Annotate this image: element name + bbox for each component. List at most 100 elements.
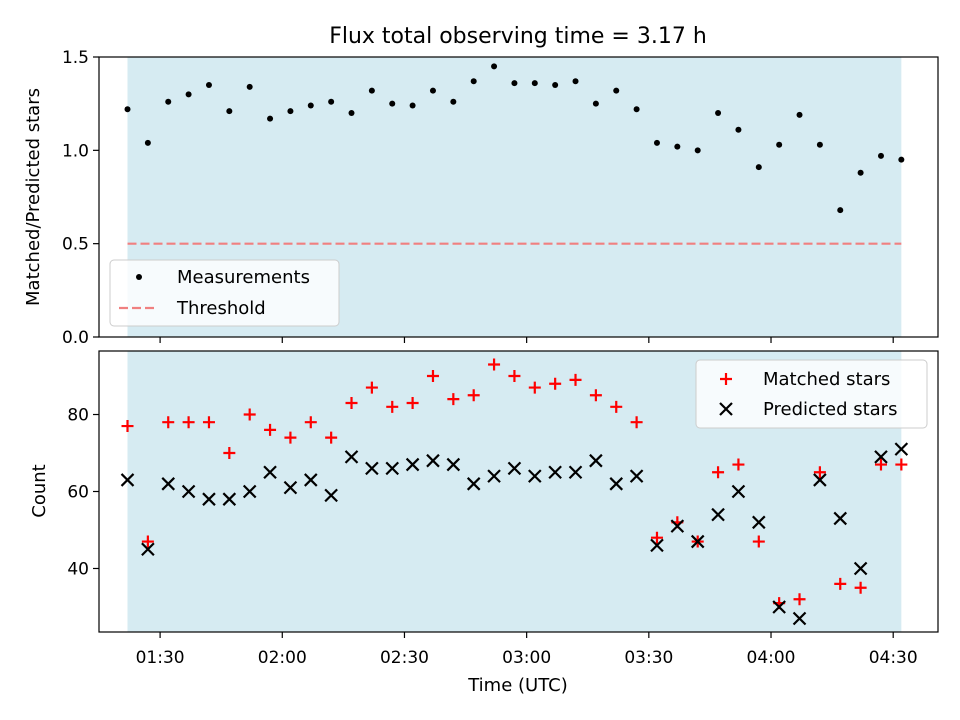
predicted-star-point — [263, 465, 277, 480]
matched-star-point — [121, 420, 134, 433]
predicted-star-point — [181, 484, 196, 499]
bottom-xtick-label: 02:00 — [258, 648, 307, 668]
predicted-star-point — [161, 477, 176, 491]
predicted-star-point — [874, 450, 888, 464]
measurement-point — [287, 108, 294, 115]
measurement-point — [491, 63, 498, 70]
bottom-ytick-label: 60 — [67, 483, 89, 503]
measurement-point — [307, 102, 314, 109]
measurement-point — [837, 207, 844, 214]
measurement-point — [613, 87, 620, 94]
predicted-star-point — [507, 461, 522, 476]
predicted-star-point — [731, 484, 746, 499]
matched-star-point — [488, 358, 501, 371]
measurement-point — [572, 78, 579, 85]
measurement-point — [735, 126, 742, 133]
measurement-point — [409, 102, 416, 109]
measurement-point — [165, 98, 172, 105]
x-axis-label: Time (UTC) — [467, 675, 568, 696]
predicted-star-point — [304, 473, 318, 487]
matched-star-point — [854, 581, 867, 594]
predicted-star-point — [690, 534, 705, 549]
top-legend: Measurements Threshold — [109, 259, 340, 327]
legend-predicted-marker — [719, 402, 733, 416]
predicted-star-point — [833, 511, 848, 526]
measurement-point — [857, 169, 864, 176]
bottom-ytick-label: 40 — [67, 559, 89, 579]
predicted-star-point — [894, 442, 909, 456]
predicted-star-point — [609, 477, 624, 491]
predicted-star-point — [528, 469, 542, 483]
bottom-ytick-label: 80 — [67, 406, 89, 426]
measurement-point — [205, 82, 212, 88]
measurement-point — [653, 139, 660, 146]
measurement-point — [226, 108, 233, 115]
bottom-legend-box — [695, 359, 928, 429]
matched-star-point — [752, 535, 765, 548]
predicted-star-point — [405, 457, 420, 472]
predicted-star-point — [568, 465, 583, 480]
matched-star-point — [447, 393, 460, 406]
predicted-star-point — [426, 453, 440, 468]
measurement-point — [144, 139, 151, 146]
legend-measurements-label: Measurements — [177, 267, 310, 288]
predicted-star-point — [385, 461, 400, 476]
measurement-point — [470, 78, 477, 85]
measurement-point — [592, 100, 599, 107]
top-ylabel: Matched/Predicted stars — [23, 88, 44, 306]
matched-star-point — [895, 458, 908, 471]
bottom-legend: Matched stars Predicted stars — [695, 359, 928, 429]
matched-star-point — [874, 458, 887, 471]
measurement-point — [450, 98, 457, 105]
predicted-star-point — [141, 542, 155, 557]
predicted-star-point — [324, 488, 338, 503]
matched-star-point — [406, 396, 419, 409]
measurement-point — [755, 164, 762, 171]
bottom-xtick-label: 02:30 — [380, 648, 429, 668]
matched-star-point — [182, 416, 195, 429]
measurement-point — [877, 152, 884, 159]
predicted-star-point — [853, 561, 868, 576]
matched-star-point — [834, 577, 847, 590]
matched-star-point — [793, 593, 806, 606]
predicted-star-point — [365, 461, 379, 476]
measurement-point — [633, 106, 640, 113]
measurement-point — [246, 83, 253, 90]
predicted-star-point — [752, 515, 766, 530]
measurement-point — [674, 143, 681, 150]
top-axes-frame — [98, 56, 939, 338]
measurement-point — [368, 87, 375, 94]
predicted-star-point — [120, 473, 135, 487]
matched-star-point — [141, 535, 154, 548]
matched-star-point — [365, 381, 378, 394]
measurement-point — [389, 100, 396, 107]
top-ytick-label: 1.5 — [62, 48, 89, 68]
matched-star-point — [528, 381, 541, 394]
predicted-star-point — [283, 480, 298, 495]
measurements-points — [124, 63, 905, 214]
predicted-star-point — [202, 492, 216, 506]
matched-star-point — [284, 431, 297, 444]
matched-star-point — [223, 447, 236, 460]
matched-star-point — [712, 466, 725, 479]
measurement-point — [552, 82, 559, 88]
matched-star-point — [610, 400, 623, 413]
matched-star-point — [732, 458, 745, 471]
matched-star-point — [304, 416, 317, 429]
bottom-axes-frame — [98, 350, 939, 633]
predicted-star-point — [242, 484, 257, 499]
measurement-point — [898, 156, 905, 163]
predicted-star-point — [670, 519, 685, 533]
predicted-star-point — [589, 453, 603, 468]
measurement-point — [715, 110, 722, 116]
predicted-star-point — [548, 465, 562, 480]
measurement-point — [348, 110, 355, 116]
bottom-axis-ticks: 40 60 80 01:30 02:00 02:30 03:00 03:30 04:00 04:3… — [67, 406, 917, 668]
predicted-star-point — [711, 507, 725, 522]
matched-star-point — [325, 431, 338, 444]
measurement-point — [531, 80, 538, 87]
predicted-star-point — [466, 477, 481, 491]
matched-star-point — [569, 373, 582, 386]
predicted-star-point — [222, 492, 237, 506]
